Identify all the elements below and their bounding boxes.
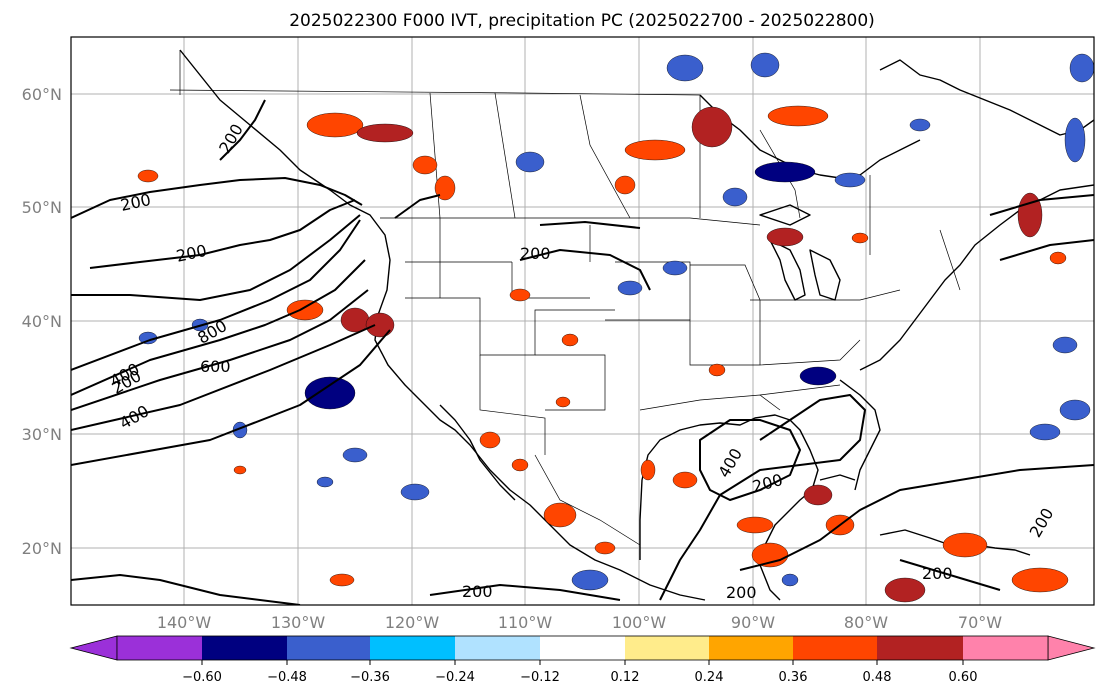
plot-title: 2025022300 F000 IVT, precipitation PC (2… xyxy=(289,11,875,31)
colorbar-tick-label: 0.24 xyxy=(695,670,724,685)
map-frame xyxy=(70,36,1095,606)
colorbar-tick-label: 0.48 xyxy=(863,670,892,685)
longitude-labels: 140°W 130°W 120°W 110°W 100°W 90°W 80°W … xyxy=(157,613,1002,632)
colorbar-frame xyxy=(116,635,1049,661)
map-panel[interactable]: 200 200 200 200 200 200 200 200 200 200 … xyxy=(70,36,1095,606)
ivt-contours xyxy=(71,99,1094,605)
colorbar-bin xyxy=(202,636,287,660)
colorbar-bin xyxy=(540,636,625,660)
lat-label: 40°N xyxy=(22,312,62,331)
colorbar-tick-label: 0.36 xyxy=(779,670,808,685)
contour-label: 200 xyxy=(922,564,953,583)
lon-label: 100°W xyxy=(612,613,667,632)
precip-positive-shading xyxy=(137,105,1069,603)
colorbar-bin xyxy=(709,636,793,660)
lon-label: 130°W xyxy=(271,613,326,632)
contour-label: 200 xyxy=(520,244,551,263)
lon-label: 90°W xyxy=(731,613,775,632)
colorbar-extend-left xyxy=(69,635,118,661)
colorbar-bin xyxy=(455,636,540,660)
contour-label: 600 xyxy=(200,357,231,376)
colorbar-tick-label: −0.24 xyxy=(435,670,475,685)
lon-label: 140°W xyxy=(157,613,212,632)
colorbar-tick-label: 0.12 xyxy=(611,670,640,685)
lat-label: 20°N xyxy=(22,539,62,558)
contour-label: 200 xyxy=(726,583,757,602)
lon-label: 110°W xyxy=(498,613,553,632)
colorbar-extend-right xyxy=(1047,635,1096,661)
colorbar-ticks xyxy=(201,660,964,665)
colorbar-tick-label: −0.60 xyxy=(182,670,222,685)
colorbar-bin xyxy=(287,636,370,660)
colorbar-tick-label: −0.48 xyxy=(267,670,307,685)
lat-label: 50°N xyxy=(22,198,62,217)
colorbar-bin xyxy=(625,636,709,660)
lat-label: 60°N xyxy=(22,85,62,104)
contour-label: 200 xyxy=(462,582,493,601)
colorbar-bin xyxy=(793,636,877,660)
lon-label: 120°W xyxy=(385,613,440,632)
latitude-labels: 20°N 30°N 40°N 50°N 60°N xyxy=(22,85,62,558)
colorbar-bin xyxy=(117,636,202,660)
colorbar-tick-label: −0.12 xyxy=(520,670,560,685)
lon-label: 80°W xyxy=(844,613,888,632)
lon-label: 70°W xyxy=(958,613,1002,632)
colorbar-bin xyxy=(963,636,1048,660)
precip-negative-shading xyxy=(138,52,1094,591)
colorbar-tick-label: −0.36 xyxy=(350,670,390,685)
colorbar-bin xyxy=(370,636,455,660)
colorbar: −0.60 −0.48 −0.36 −0.24 −0.12 0.12 0.24 … xyxy=(69,635,1096,685)
colorbar-tick-label: 0.60 xyxy=(949,670,978,685)
lat-label: 30°N xyxy=(22,425,62,444)
colorbar-bin xyxy=(877,636,963,660)
